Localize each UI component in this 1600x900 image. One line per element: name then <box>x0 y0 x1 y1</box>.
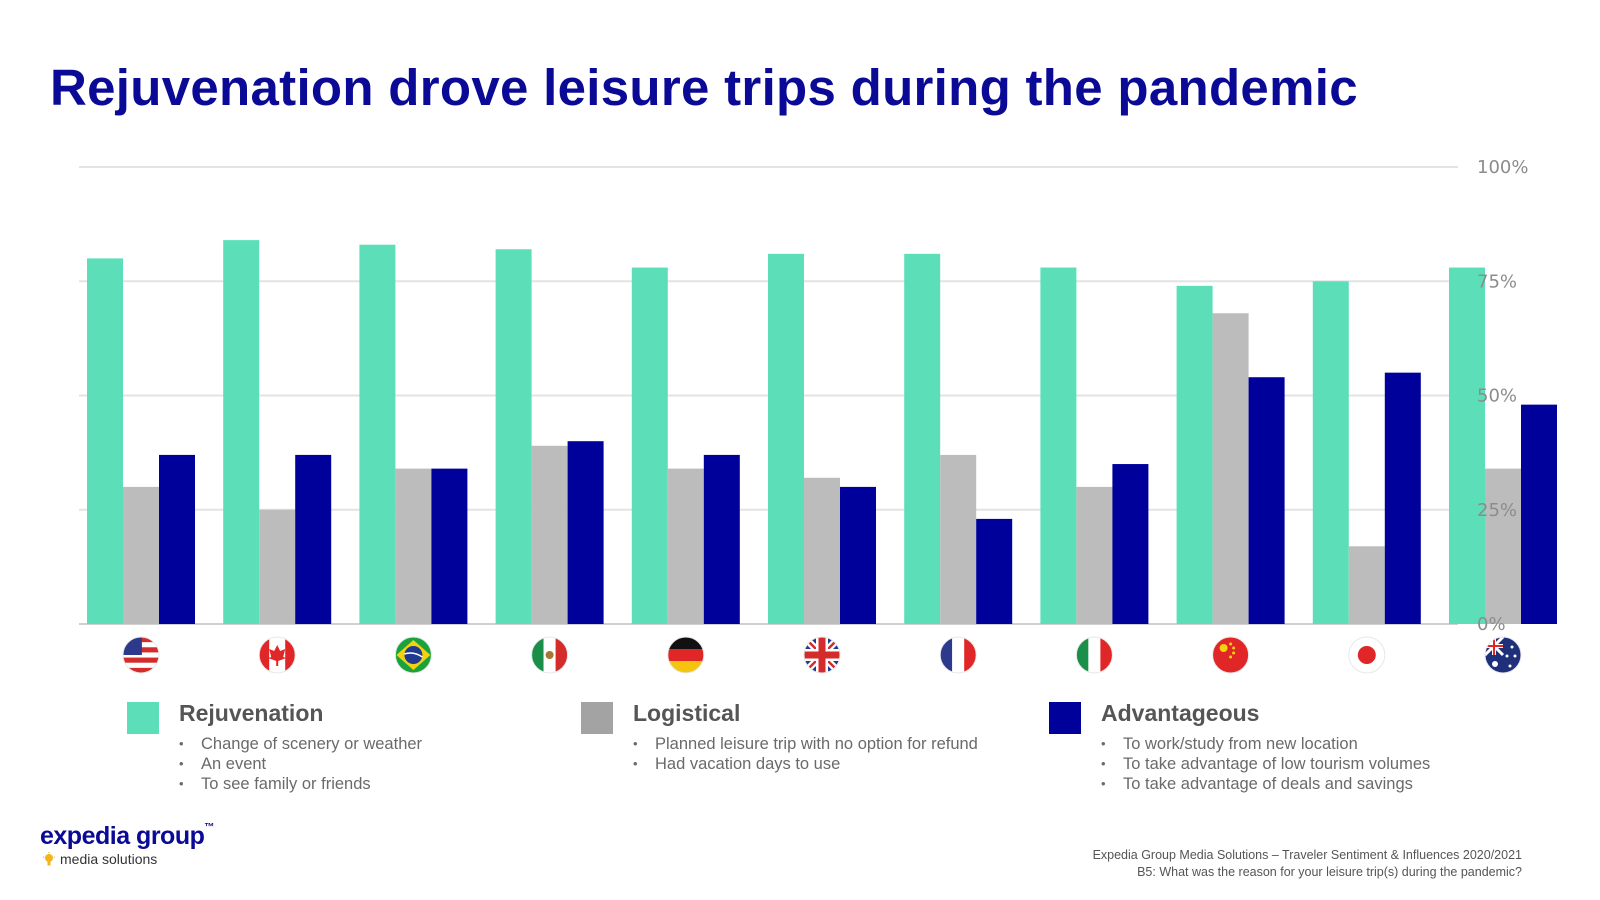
bar-advantageous <box>703 454 740 624</box>
bar-logistical <box>804 477 840 624</box>
bar-logistical <box>667 468 704 624</box>
legend-item: To take advantage of deals and savings <box>1101 774 1430 794</box>
bar-advantageous <box>1521 404 1557 624</box>
legend-title: Rejuvenation <box>179 700 324 726</box>
legend-title: Logistical <box>633 700 741 726</box>
legend-item: To work/study from new location <box>1101 734 1430 754</box>
bar-rejuvenation <box>359 244 396 624</box>
brazil-flag-icon: Brazil <box>395 637 432 673</box>
y-tick-label: 100% <box>1477 157 1528 178</box>
bar-advantageous <box>1248 377 1285 624</box>
bar-logistical <box>395 468 432 624</box>
canada-flag-icon: Canada <box>259 637 296 673</box>
bar-advantageous <box>840 486 876 624</box>
legend-swatch-advantageous <box>1049 702 1081 734</box>
source-line-2: B5: What was the reason for your leisure… <box>1137 865 1522 879</box>
legend-item: An event <box>179 754 422 774</box>
bar-rejuvenation <box>495 249 532 624</box>
bar-advantageous <box>1112 464 1149 624</box>
y-tick-label: 50% <box>1477 386 1517 407</box>
bar-advantageous <box>295 454 332 624</box>
y-tick-label: 0% <box>1477 614 1506 635</box>
bar-chart: United States Canada Brazil Mexico Germany Un… <box>79 157 1557 674</box>
italy-flag-icon: Italy <box>1076 637 1113 673</box>
logo-trademark: ™ <box>204 822 214 833</box>
legend-items: To work/study from new location To take … <box>1101 734 1430 794</box>
bar-rejuvenation <box>87 258 123 624</box>
uk-flag-icon: United Kingdom <box>804 637 840 673</box>
bar-logistical <box>1212 313 1249 624</box>
china-flag-icon: China <box>1212 637 1249 673</box>
y-tick-label: 25% <box>1477 500 1517 521</box>
australia-flag-icon: Australia <box>1485 637 1521 673</box>
source-line-1: Expedia Group Media Solutions – Traveler… <box>1092 848 1522 862</box>
legend-item: To take advantage of low tourism volumes <box>1101 754 1430 774</box>
bar-logistical <box>1076 486 1113 624</box>
bar-rejuvenation <box>223 240 260 624</box>
legend-title: Advantageous <box>1101 700 1260 726</box>
legend-items: Change of scenery or weather An event To… <box>179 734 422 794</box>
page-title: Rejuvenation drove leisure trips during … <box>50 59 1358 116</box>
bar-rejuvenation <box>768 253 804 624</box>
bar-rejuvenation <box>1040 267 1077 624</box>
bar-rejuvenation <box>1312 281 1349 624</box>
bar-advantageous <box>1384 372 1421 624</box>
logo-subtitle: media solutions <box>60 851 158 867</box>
bar-logistical <box>1485 468 1521 624</box>
legend-swatch-logistical <box>581 702 613 734</box>
bar-logistical <box>123 486 159 624</box>
lightbulb-icon <box>42 852 56 866</box>
legend-items: Planned leisure trip with no option for … <box>633 734 978 774</box>
legend-item: Change of scenery or weather <box>179 734 422 754</box>
bar-logistical <box>259 509 296 624</box>
y-tick-label: 75% <box>1477 271 1517 292</box>
france-flag-icon: France <box>940 637 977 673</box>
bar-advantageous <box>976 518 1013 624</box>
bar-rejuvenation <box>1176 285 1213 624</box>
legend-item: To see family or friends <box>179 774 422 794</box>
bar-advantageous <box>159 454 195 624</box>
bar-rejuvenation <box>1449 267 1485 624</box>
bar-logistical <box>1348 546 1385 624</box>
bar-logistical <box>940 454 977 624</box>
germany-flag-icon: Germany <box>667 637 704 673</box>
legend-item: Had vacation days to use <box>633 754 978 774</box>
legend-item: Planned leisure trip with no option for … <box>633 734 978 754</box>
source-note: Expedia Group Media Solutions – Traveler… <box>1093 847 1522 881</box>
bar-advantageous <box>567 441 604 624</box>
bar-rejuvenation <box>904 253 941 624</box>
bar-rejuvenation <box>631 267 668 624</box>
japan-flag-icon: Japan <box>1348 637 1385 673</box>
us-flag-icon: United States <box>123 637 159 673</box>
expedia-group-logo: expedia group™ media solutions <box>40 822 214 867</box>
bar-advantageous <box>431 468 468 624</box>
logo-wordmark: expedia group <box>40 822 205 850</box>
mexico-flag-icon: Mexico <box>531 637 568 673</box>
bar-logistical <box>531 445 568 624</box>
legend-swatch-rejuvenation <box>127 702 159 734</box>
